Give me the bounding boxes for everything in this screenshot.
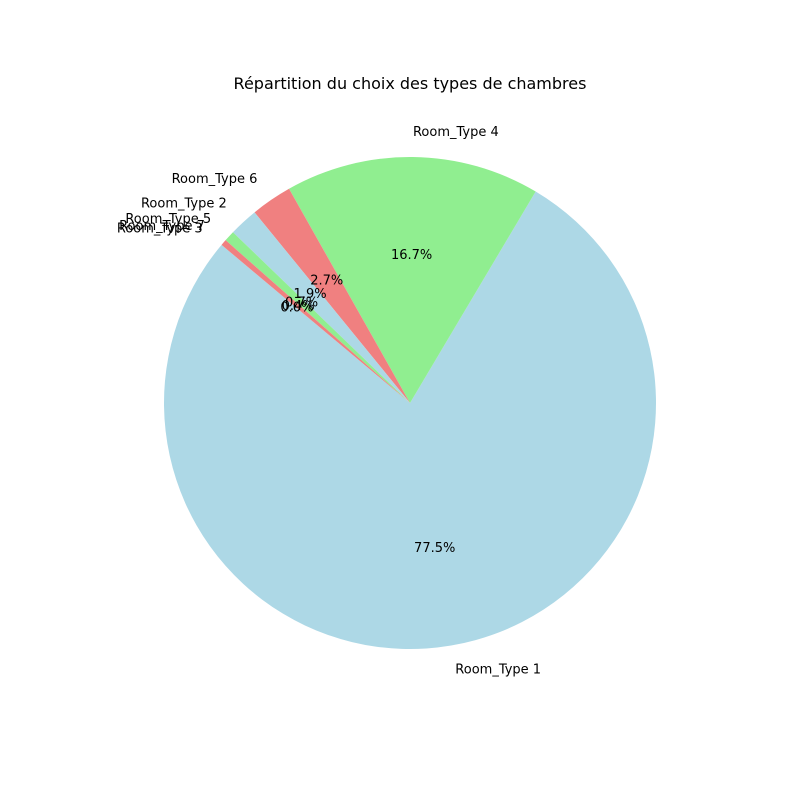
pie-slice-room-type-4 [289,156,536,403]
pie-slice-room-type-7 [221,240,410,403]
slice-label-room-type-6: Room_Type 6 [172,172,258,187]
pct-label-room-type-4: 16.7% [391,248,432,263]
slice-label-room-type-7: Room_Type 7 [119,219,205,234]
chart-title: Répartition du choix des types de chambr… [234,74,587,93]
slice-label-room-type-5: Room_Type 5 [125,212,211,227]
pct-label-room-type-1: 77.5% [414,541,455,556]
pie-slice-room-type-5 [225,232,410,403]
slice-label-room-type-2: Room_Type 2 [141,196,227,211]
pct-label-room-type-7: 0.4% [282,299,315,314]
slice-label-room-type-3: Room_Type 3 [117,222,203,237]
pct-label-room-type-2: 1.9% [294,287,327,302]
pct-label-room-type-5: 0.7% [285,295,318,310]
pie-slice-room-type-6 [254,188,410,403]
slice-label-room-type-4: Room_Type 4 [413,125,499,140]
pie-labels: Room_Type 1 77.5% Room_Type 4 16.7% Room_Typ… [117,125,541,677]
pie-slice-room-type-1 [164,191,657,649]
pie-slice-room-type-2 [232,212,410,403]
slice-label-room-type-1: Room_Type 1 [455,662,541,677]
pie-slices [164,156,657,649]
pct-label-room-type-6: 2.7% [310,274,343,289]
pct-label-room-type-3: 0.0% [280,301,313,316]
